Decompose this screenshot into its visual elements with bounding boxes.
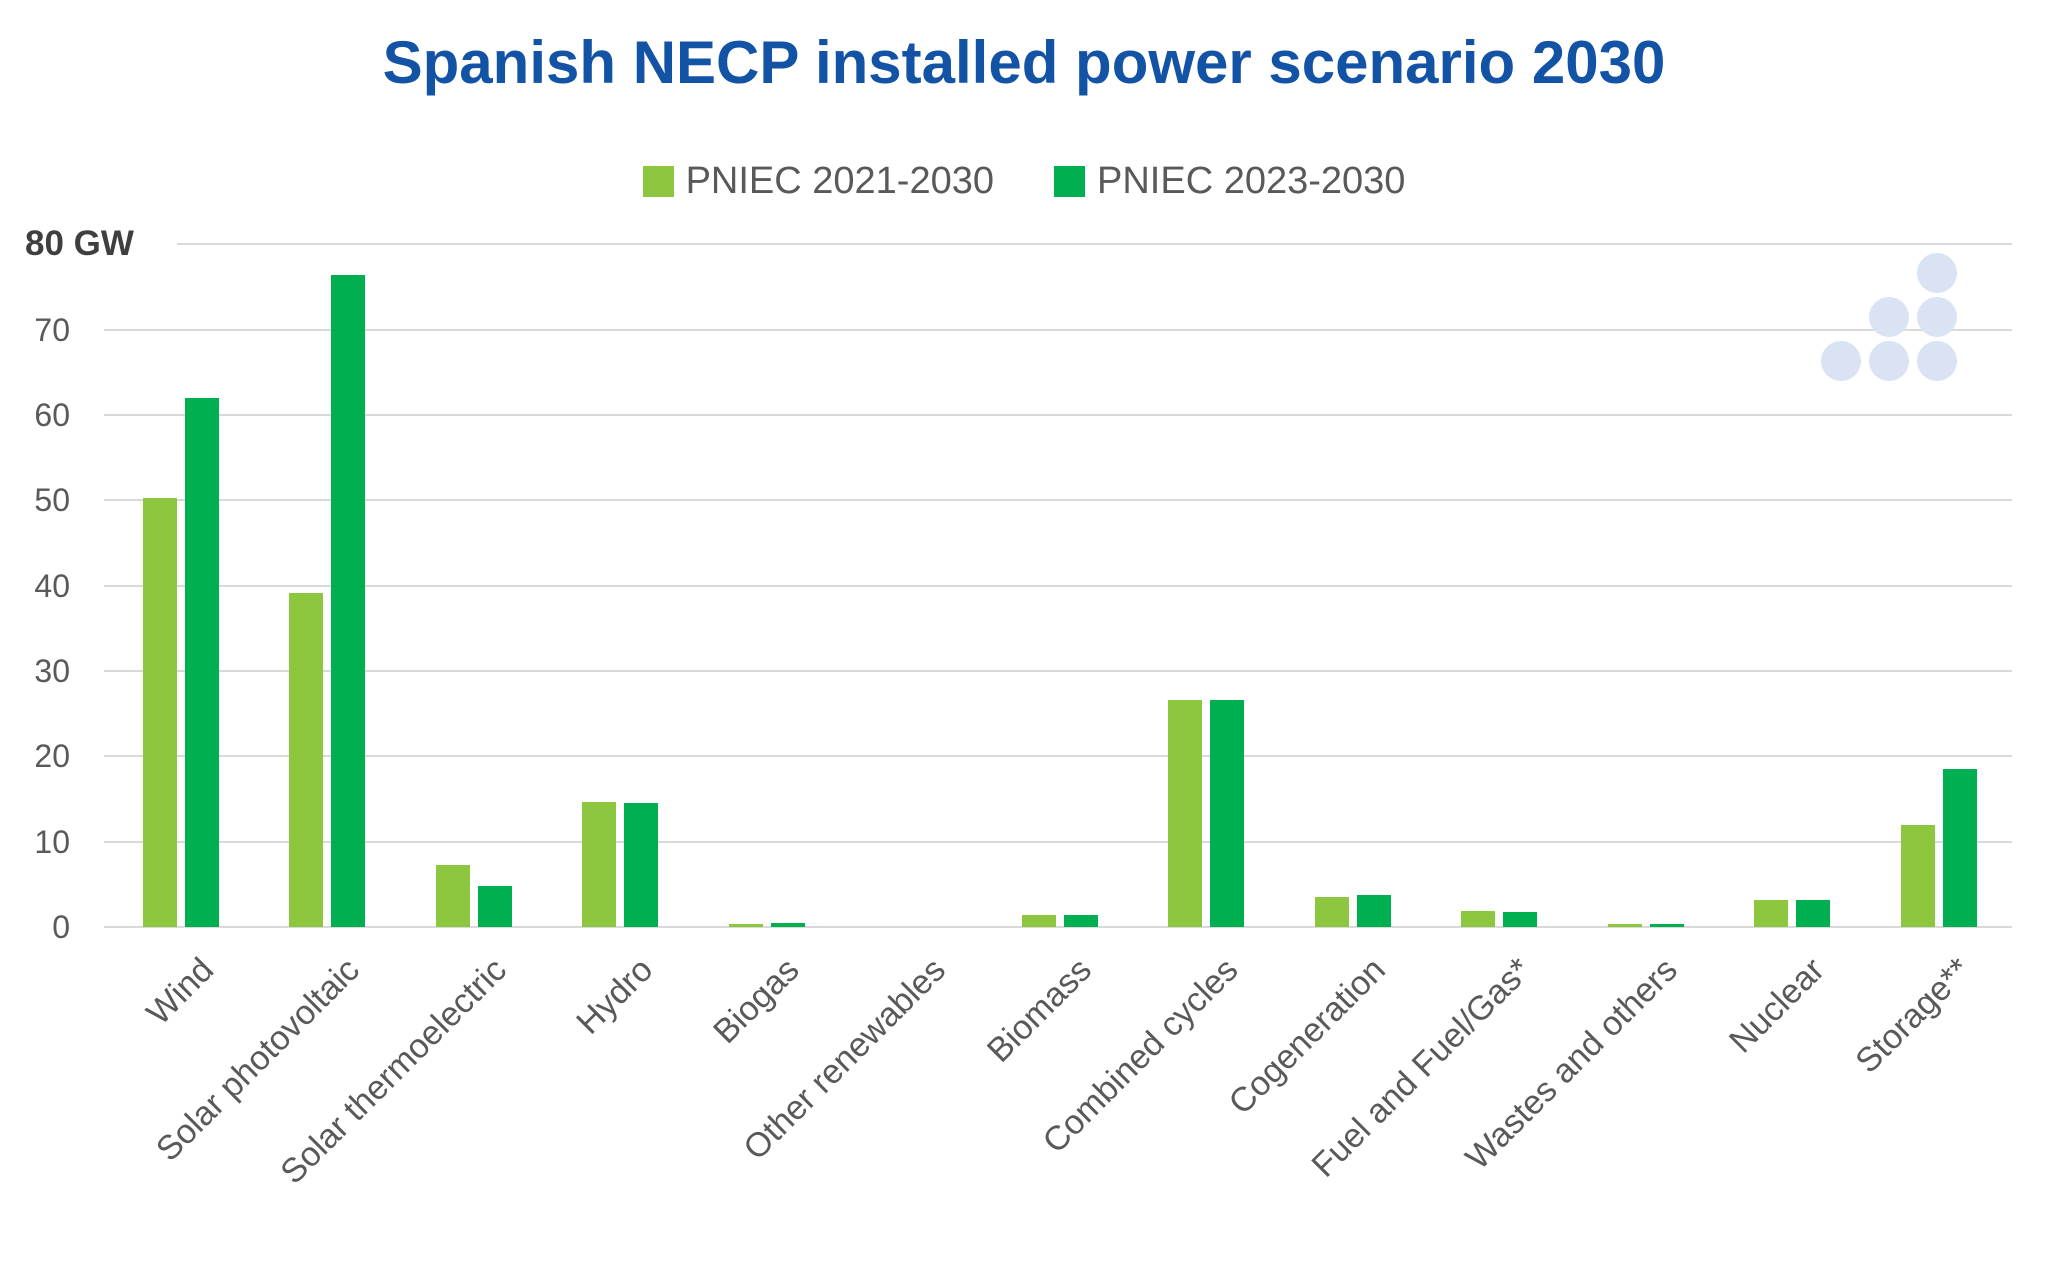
x-label-wind: Wind (138, 950, 221, 1033)
gridline-40 (104, 584, 2012, 587)
gridline-50 (104, 499, 2012, 502)
legend-swatch-pniec-2023-2030 (1054, 166, 1085, 197)
gridline-10 (104, 840, 2012, 843)
bar-cogeneration-pniec-2021-2030 (1314, 897, 1349, 927)
bar-wastes-and-others-pniec-2023-2030 (1649, 924, 1684, 927)
bar-wastes-and-others-pniec-2021-2030 (1607, 924, 1642, 927)
logo-dot (1821, 341, 1861, 381)
y-tick-30: 30 (34, 653, 70, 689)
bar-biomass-pniec-2021-2030 (1021, 915, 1056, 927)
x-label-hydro: Hydro (568, 950, 660, 1042)
bar-solar-photovoltaic-pniec-2021-2030 (289, 592, 324, 927)
logo-dot (1869, 297, 1909, 337)
chart-title: Spanish NECP installed power scenario 20… (382, 29, 1666, 96)
legend-label-pniec-2021-2030: PNIEC 2021-2030 (685, 160, 994, 202)
bar-hydro-pniec-2021-2030 (582, 802, 617, 927)
legend-item-pniec-2023-2030: PNIEC 2023-2030 (1054, 160, 1405, 203)
gridline-20 (104, 755, 2012, 758)
y-tick-10: 10 (34, 823, 70, 860)
logo-dot (1917, 341, 1957, 381)
gridline-30 (104, 670, 2012, 672)
bar-hydro-pniec-2023-2030 (624, 803, 659, 927)
bar-cogeneration-pniec-2023-2030 (1356, 894, 1391, 927)
legend-swatch-pniec-2021-2030 (642, 166, 674, 197)
legend-label-pniec-2023-2030: PNIEC 2023-2030 (1097, 160, 1406, 202)
gridline-60 (104, 414, 2012, 417)
gridline-0 (104, 926, 2012, 928)
x-label-nuclear: Nuclear (1721, 950, 1832, 1061)
y-tick-40: 40 (34, 567, 70, 604)
y-axis-max-label: 80 GW (25, 224, 134, 264)
bar-combined-cycles-pniec-2021-2030 (1168, 700, 1203, 927)
bar-biomass-pniec-2023-2030 (1063, 915, 1098, 927)
bar-wind-pniec-2021-2030 (143, 497, 177, 927)
y-tick-20: 20 (34, 738, 70, 775)
bar-nuclear-pniec-2023-2030 (1796, 899, 1831, 927)
y-tick-0: 0 (52, 909, 70, 945)
legend: PNIEC 2021-2030 PNIEC 2023-2030 (0, 160, 2048, 203)
y-tick-70: 70 (34, 311, 70, 348)
bar-biogas-pniec-2023-2030 (770, 922, 805, 927)
bar-storage-pniec-2021-2030 (1900, 824, 1935, 927)
bar-nuclear-pniec-2021-2030 (1754, 899, 1789, 927)
bar-combined-cycles-pniec-2023-2030 (1210, 700, 1245, 927)
bar-solar-thermoelectric-pniec-2023-2030 (477, 886, 512, 927)
x-label-biogas: Biogas (706, 950, 807, 1052)
gridline-70 (104, 328, 2012, 331)
y-tick-60: 60 (34, 397, 70, 434)
logo-dot (1917, 297, 1957, 337)
bar-fuel-and-fuel-gas-pniec-2023-2030 (1503, 911, 1538, 927)
x-label-storage: Storage** (1848, 950, 1979, 1081)
legend-item-pniec-2021-2030: PNIEC 2021-2030 (642, 160, 994, 203)
bar-solar-photovoltaic-pniec-2023-2030 (331, 275, 366, 927)
logo-dot (1869, 341, 1909, 381)
gridline-80 (177, 243, 2012, 246)
bar-biogas-pniec-2021-2030 (728, 924, 763, 927)
bar-wind-pniec-2023-2030 (185, 397, 219, 927)
bar-storage-pniec-2023-2030 (1942, 769, 1977, 927)
x-label-biomass: Biomass (980, 950, 1100, 1070)
bar-fuel-and-fuel-gas-pniec-2021-2030 (1461, 910, 1496, 927)
logo-dot (1917, 253, 1957, 293)
bar-solar-thermoelectric-pniec-2021-2030 (435, 864, 470, 927)
y-tick-50: 50 (34, 482, 70, 519)
